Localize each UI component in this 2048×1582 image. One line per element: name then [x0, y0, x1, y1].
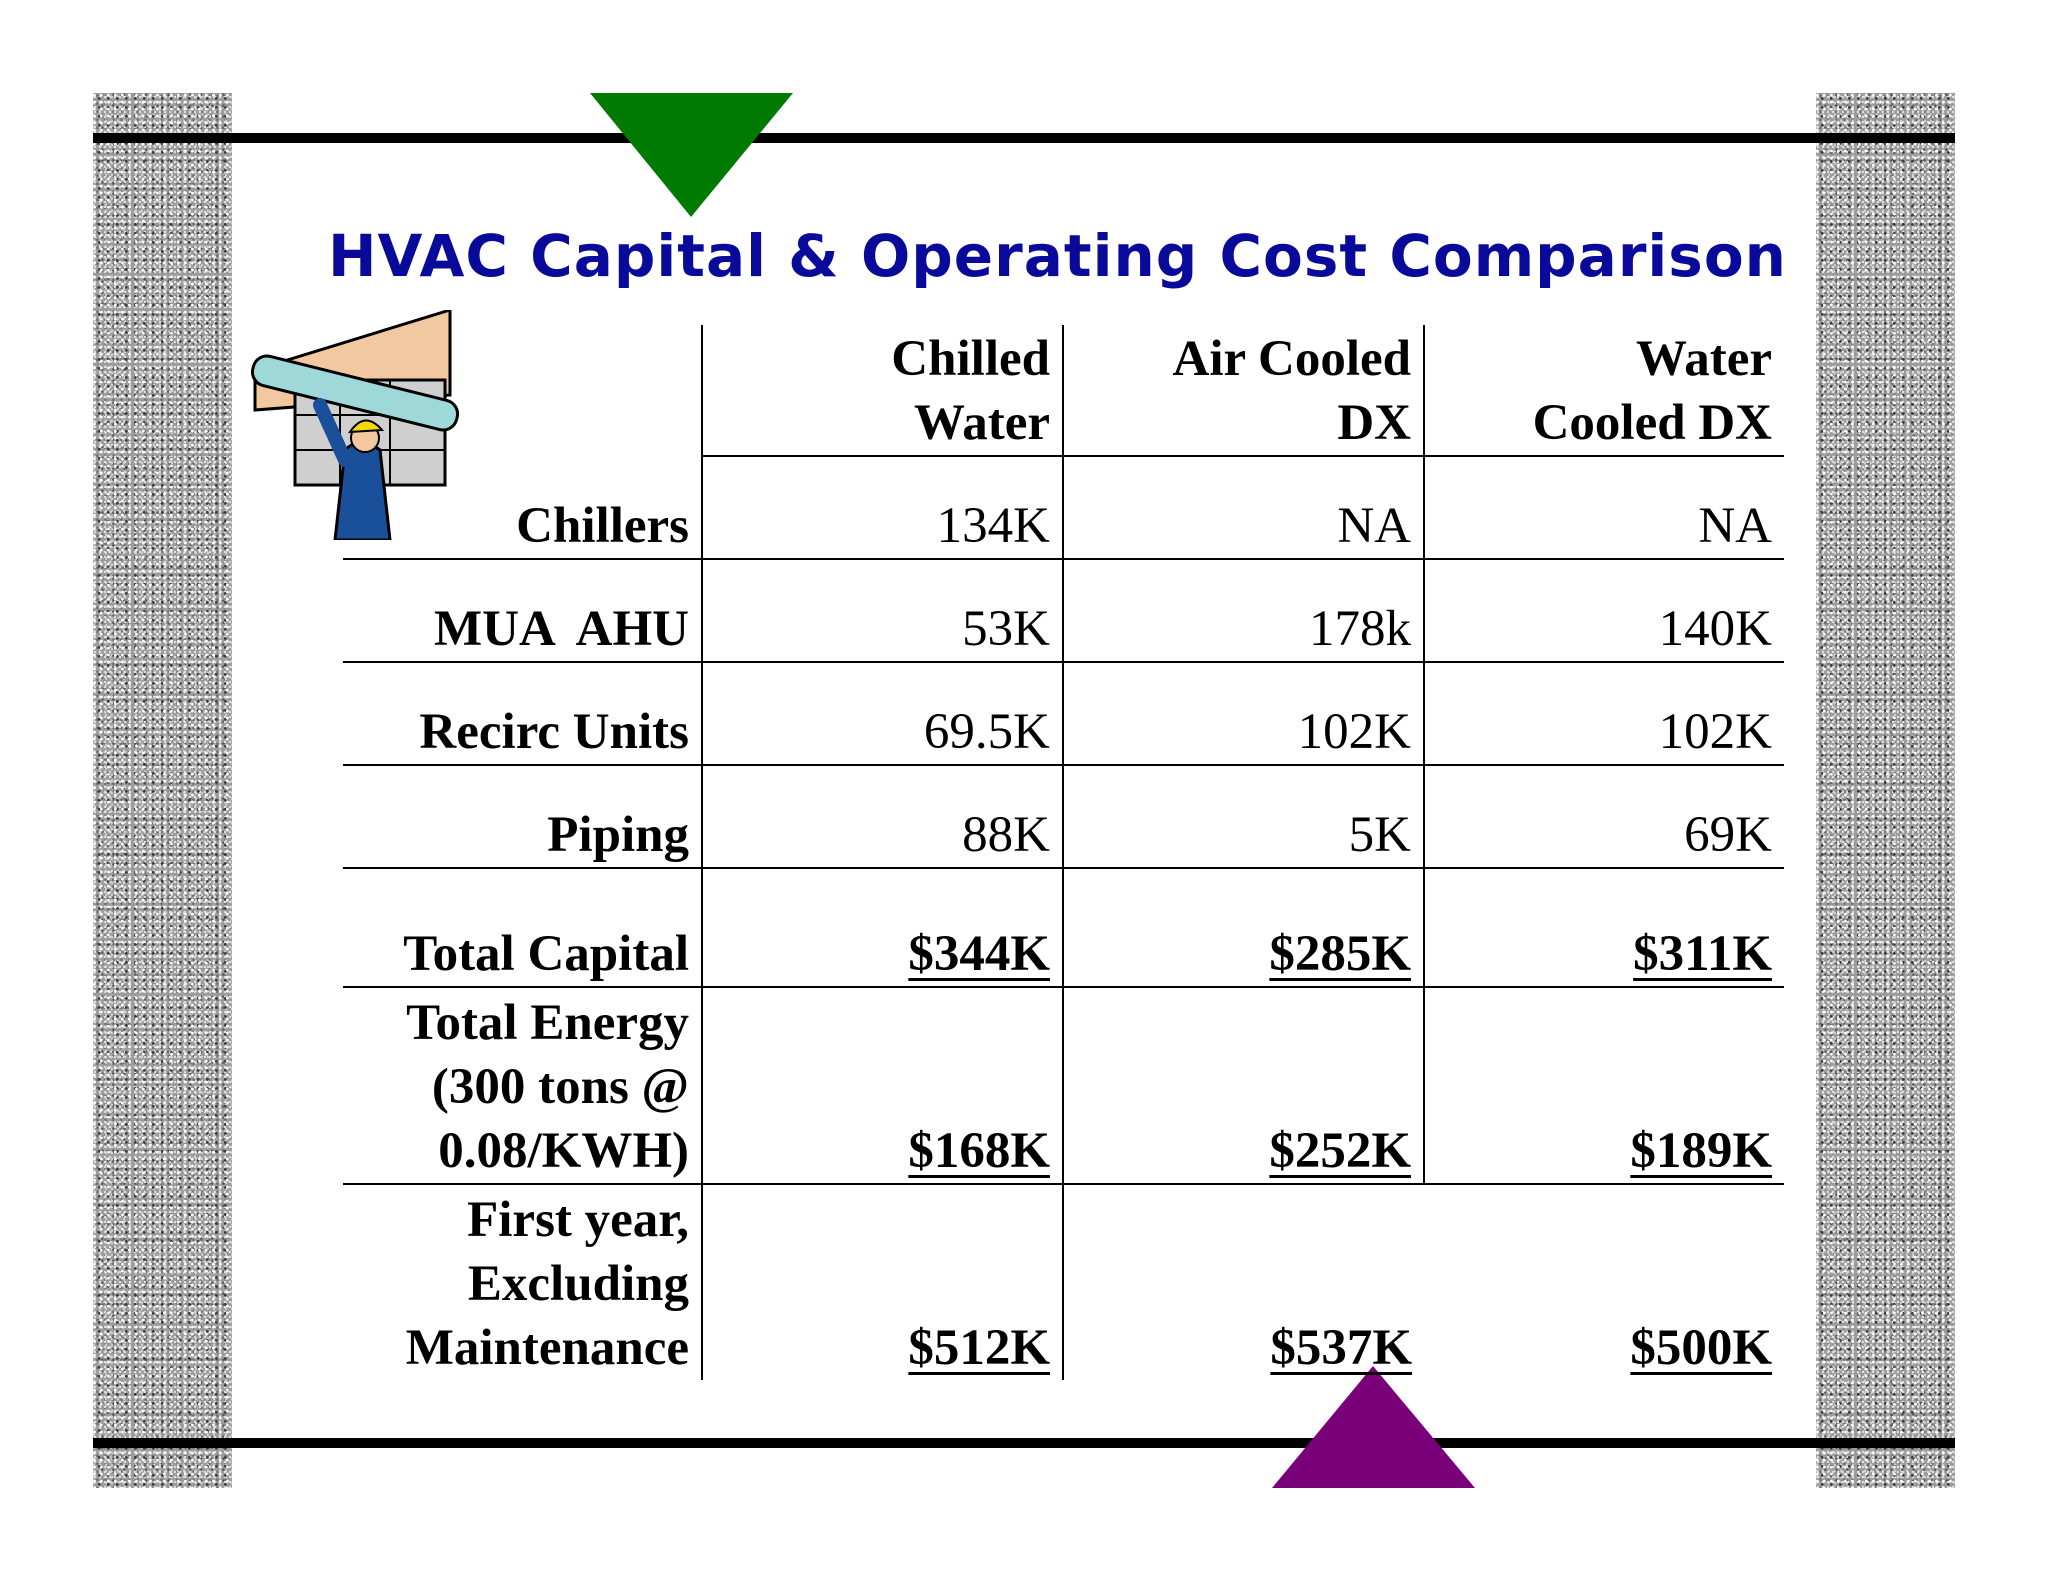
total-energy-row: Total Energy (300 tons @0.08/KWH) $168K $…	[343, 987, 1784, 1185]
row-label: First year, Excluding Maintenance	[405, 1192, 689, 1376]
down-triangle-icon	[590, 93, 793, 217]
table-row: Recirc Units 69.5K 102K 102K	[343, 662, 1784, 766]
total-value: $189K	[1630, 1123, 1772, 1179]
cell-chilled-water: $512K	[701, 1184, 1063, 1380]
cell-air-cooled-dx: 5K	[1062, 765, 1424, 869]
header-air-cooled-dx: Air Cooled DX	[1062, 325, 1424, 457]
total-value: $311K	[1633, 926, 1772, 982]
cell-water-cooled-dx: $189K	[1423, 987, 1784, 1185]
row-label: Chillers	[343, 456, 702, 560]
row-label: MUA AHU	[343, 559, 702, 663]
cell-chilled-water: $344K	[701, 868, 1063, 988]
total-value: $168K	[908, 1123, 1050, 1179]
total-value: $537K	[1270, 1320, 1412, 1376]
row-label: Total Energy (300 tons @0.08/KWH)	[343, 987, 702, 1185]
cell-water-cooled-dx: $311K	[1423, 868, 1784, 988]
header-empty	[343, 325, 702, 456]
granite-border-right	[1816, 93, 1955, 1488]
cell-water-cooled-dx: 102K	[1423, 662, 1784, 766]
row-label: Total Capital	[343, 868, 702, 988]
cell-water-cooled-dx: NA	[1423, 456, 1784, 560]
slide-title: HVAC Capital & Operating Cost Comparison	[328, 222, 1787, 290]
cell-air-cooled-dx: 102K	[1062, 662, 1424, 766]
cell-chilled-water: $168K	[701, 987, 1063, 1185]
cost-comparison-table: Chilled Water Air Cooled DX Water Cooled DX…	[343, 325, 1784, 1380]
cell-water-cooled-dx: 140K	[1423, 559, 1784, 663]
table-row: Piping 88K 5K 69K	[343, 765, 1784, 869]
cell-air-cooled-dx: $537K	[1062, 1184, 1424, 1380]
granite-border-left	[93, 93, 232, 1488]
cell-air-cooled-dx: $285K	[1062, 868, 1424, 988]
table-row: Chillers 134K NA NA	[343, 456, 1784, 560]
cell-air-cooled-dx: NA	[1062, 456, 1424, 560]
cell-air-cooled-dx: 178k	[1062, 559, 1424, 663]
row-label: Recirc Units	[343, 662, 702, 766]
cell-chilled-water: 69.5K	[701, 662, 1063, 766]
total-value: $500K	[1630, 1320, 1772, 1376]
total-capital-row: Total Capital $344K $285K $311K	[343, 868, 1784, 988]
first-year-row: First year, Excluding Maintenance $512K $5…	[343, 1184, 1784, 1380]
cell-water-cooled-dx: 69K	[1423, 765, 1784, 869]
cell-chilled-water: 53K	[701, 559, 1063, 663]
cell-water-cooled-dx: $500K	[1424, 1184, 1784, 1380]
total-value: $285K	[1269, 926, 1411, 982]
header-water-cooled-dx: Water Cooled DX	[1423, 325, 1784, 457]
top-rule	[93, 133, 1955, 143]
header-row: Chilled Water Air Cooled DX Water Cooled DX	[343, 325, 1784, 457]
total-value: $252K	[1269, 1123, 1411, 1179]
up-triangle-icon	[1272, 1366, 1475, 1488]
table-row: MUA AHU 53K 178k 140K	[343, 559, 1784, 663]
header-chilled-water: Chilled Water	[701, 325, 1063, 457]
cell-air-cooled-dx: $252K	[1062, 987, 1424, 1185]
row-label: Piping	[343, 765, 702, 869]
total-value: $344K	[908, 926, 1050, 982]
total-value: $512K	[908, 1320, 1050, 1376]
cell-chilled-water: 134K	[701, 456, 1063, 560]
bottom-rule	[93, 1438, 1955, 1448]
cell-chilled-water: 88K	[701, 765, 1063, 869]
